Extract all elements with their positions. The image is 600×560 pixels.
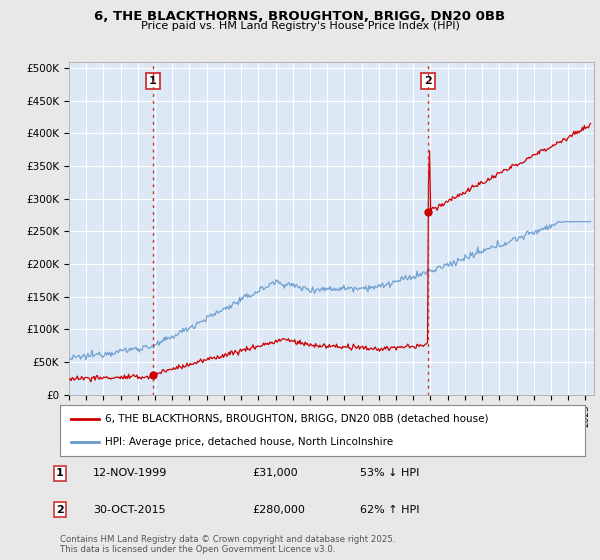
Text: £31,000: £31,000 [252,468,298,478]
Text: 53% ↓ HPI: 53% ↓ HPI [360,468,419,478]
Text: 2: 2 [56,505,64,515]
Text: Price paid vs. HM Land Registry's House Price Index (HPI): Price paid vs. HM Land Registry's House … [140,21,460,31]
Text: 1: 1 [149,76,157,86]
Text: 2: 2 [424,76,431,86]
Text: 30-OCT-2015: 30-OCT-2015 [93,505,166,515]
Text: 12-NOV-1999: 12-NOV-1999 [93,468,167,478]
Text: £280,000: £280,000 [252,505,305,515]
Text: 1: 1 [56,468,64,478]
Text: 62% ↑ HPI: 62% ↑ HPI [360,505,419,515]
Text: Contains HM Land Registry data © Crown copyright and database right 2025.
This d: Contains HM Land Registry data © Crown c… [60,535,395,554]
Text: HPI: Average price, detached house, North Lincolnshire: HPI: Average price, detached house, Nort… [104,437,393,447]
Text: 6, THE BLACKTHORNS, BROUGHTON, BRIGG, DN20 0BB: 6, THE BLACKTHORNS, BROUGHTON, BRIGG, DN… [94,10,506,23]
Text: 6, THE BLACKTHORNS, BROUGHTON, BRIGG, DN20 0BB (detached house): 6, THE BLACKTHORNS, BROUGHTON, BRIGG, DN… [104,414,488,424]
